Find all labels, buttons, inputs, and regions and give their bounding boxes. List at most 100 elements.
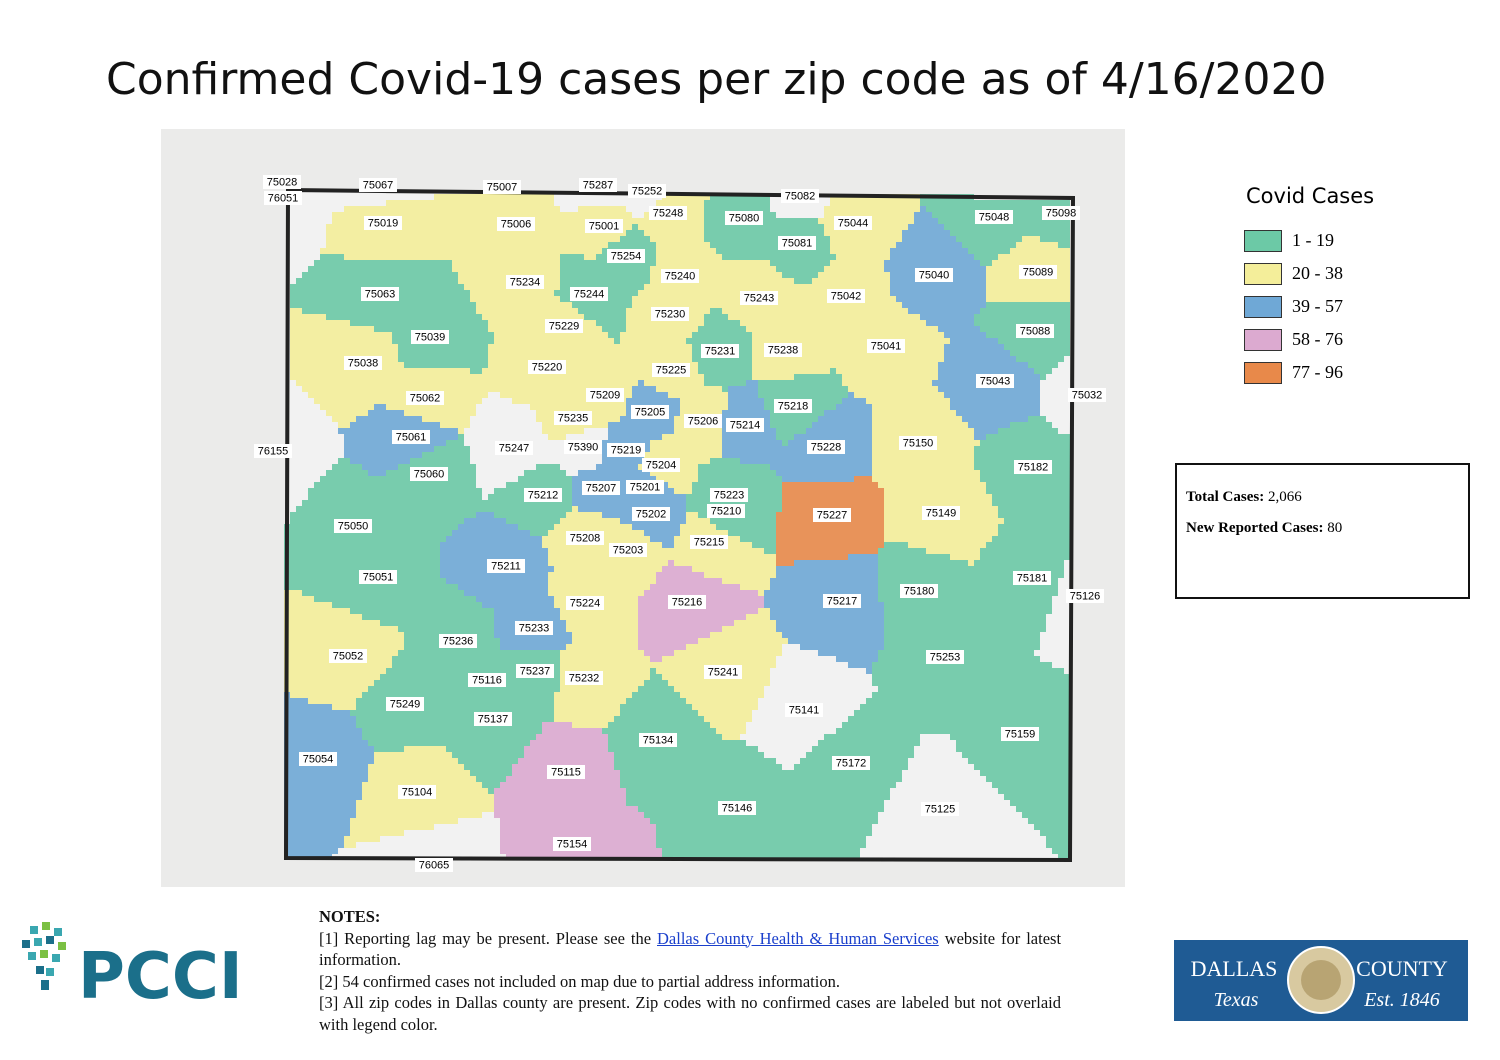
zip-label-box <box>406 391 444 405</box>
legend-label: 77 - 96 <box>1292 362 1343 382</box>
zip-label-box <box>832 756 870 770</box>
legend-label: 20 - 38 <box>1292 263 1343 283</box>
zip-label-box <box>1013 571 1051 585</box>
zip-label: 75217 <box>827 595 858 607</box>
zip-labels: 75028 76051 75067 75007 75287 75252 75082 75019… <box>254 175 1106 872</box>
zip-label: 75048 <box>979 211 1010 223</box>
zip-label-box <box>607 443 645 457</box>
zip-label: 75042 <box>831 290 862 302</box>
zip-label-box <box>439 634 477 648</box>
zip-label: 75212 <box>528 489 559 501</box>
zip-label: 75229 <box>549 320 580 332</box>
zip-label-box <box>781 189 819 203</box>
zip-label: 75243 <box>744 292 775 304</box>
zip-label-box <box>661 269 699 283</box>
zip-label-box <box>586 388 624 402</box>
zip-label-box <box>570 287 608 301</box>
zip-area <box>668 512 776 596</box>
zip-label-box <box>764 343 802 357</box>
zip-label-box <box>834 216 872 230</box>
zip-label-box <box>684 414 722 428</box>
zip-label: 75216 <box>672 596 703 608</box>
zip-label-box <box>497 217 535 231</box>
zip-label-box <box>516 664 554 678</box>
zip-label-box <box>915 268 953 282</box>
zip-area <box>788 692 920 860</box>
zip-label: 75254 <box>611 250 642 262</box>
zip-label-box <box>474 712 512 726</box>
link[interactable]: Dallas County Health & Human Services <box>657 928 939 948</box>
zip-label-box <box>495 441 533 455</box>
zip-area <box>776 392 872 482</box>
zip-label: 76155 <box>258 445 289 457</box>
label: Total Cases: <box>1186 489 1265 505</box>
zip-area <box>1040 356 1070 434</box>
zip-area <box>290 188 332 284</box>
notes: NOTES: [1] Reporting lag may be present.… <box>319 906 1061 1035</box>
zip-label-box <box>264 191 302 205</box>
zip-label: 75227 <box>817 509 848 521</box>
zip-area <box>1034 560 1070 674</box>
logo-icon <box>22 922 66 990</box>
zip-label: 75126 <box>1070 590 1101 602</box>
zip-label: 75115 <box>551 766 581 778</box>
zip-label: 75001 <box>589 220 620 232</box>
zip-label: 75067 <box>363 179 394 191</box>
zip-label-box <box>554 411 592 425</box>
zip-label: 75211 <box>491 560 521 572</box>
zip-label-box <box>515 621 553 635</box>
zip-label: 75231 <box>705 345 736 357</box>
zip-label: 75219 <box>611 444 642 456</box>
zip-label-box <box>566 531 604 545</box>
zip-label-box <box>639 733 677 747</box>
zip-label-box <box>607 249 645 263</box>
legend: Covid Cases 1 - 19 20 - 38 39 - 57 58 - 76 7… <box>1244 184 1374 389</box>
zip-label-box <box>609 543 647 557</box>
zip-label: 75080 <box>729 212 760 224</box>
legend-items: 1 - 19 20 - 38 39 - 57 58 - 76 77 - 96 <box>1244 224 1374 389</box>
zip-label-box <box>564 440 602 454</box>
zip-label: 75247 <box>499 442 530 454</box>
zip-area <box>860 734 1058 860</box>
zip-label-box <box>690 535 728 549</box>
zip-label-box <box>827 289 865 303</box>
note: [1] Reporting lag may be present. Please… <box>319 928 1061 971</box>
zip-label-box <box>774 399 812 413</box>
zip-label: 75082 <box>785 190 816 202</box>
zip-label-box <box>398 785 436 799</box>
zip-label: 75039 <box>415 331 446 343</box>
zip-label: 75149 <box>926 507 957 519</box>
stats-box: Total Cases: 2,066 New Reported Cases: 8… <box>1175 463 1470 599</box>
zip-area <box>602 518 668 602</box>
zip-label: 75232 <box>569 672 600 684</box>
zip-area <box>554 194 620 212</box>
zip-label: 75098 <box>1046 207 1077 219</box>
zip-label-box <box>626 480 664 494</box>
zip-area <box>758 218 836 284</box>
zip-label-box <box>710 488 748 502</box>
zip-label-box <box>1042 206 1080 220</box>
zip-label-box <box>707 504 745 518</box>
zip-label-box <box>329 649 367 663</box>
zip-area <box>392 266 494 374</box>
zip-label: 75287 <box>583 179 614 191</box>
legend-label: 58 - 76 <box>1292 329 1343 349</box>
zip-label: 75154 <box>557 838 588 850</box>
legend-swatch <box>1244 262 1282 285</box>
zip-area <box>290 380 344 512</box>
zip-label: 75134 <box>643 734 674 746</box>
zip-label-box <box>545 319 583 333</box>
legend-item: 77 - 96 <box>1244 356 1374 389</box>
zip-label: 75241 <box>708 666 739 678</box>
logo-text: Est. 1846 <box>1363 989 1440 1011</box>
zip-label-box <box>263 175 301 189</box>
zip-label: 75248 <box>653 207 684 219</box>
zip-label-box <box>579 178 617 192</box>
zip-label-box <box>668 595 706 609</box>
legend-item: 1 - 19 <box>1244 224 1374 257</box>
zip-label: 75062 <box>410 392 441 404</box>
zip-area <box>872 608 1022 734</box>
note: [3] All zip codes in Dallas county are p… <box>319 993 1061 1034</box>
zip-label-box <box>704 665 742 679</box>
